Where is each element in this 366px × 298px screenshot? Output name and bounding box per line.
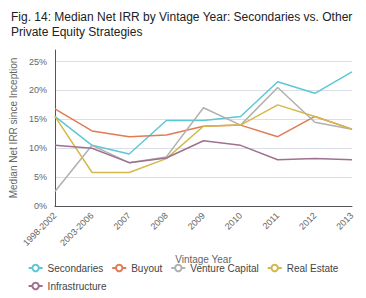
svg-text:Venture Capital: Venture Capital: [190, 263, 258, 274]
svg-text:Infrastructure: Infrastructure: [48, 281, 107, 292]
svg-text:2010: 2010: [223, 210, 244, 231]
svg-text:2012: 2012: [297, 210, 318, 231]
svg-text:20%: 20%: [29, 85, 47, 95]
svg-text:2007: 2007: [112, 210, 133, 231]
svg-text:1998-2002: 1998-2002: [21, 210, 58, 247]
svg-text:Private Equity Strategies: Private Equity Strategies: [11, 25, 142, 39]
svg-text:Secondaries: Secondaries: [48, 263, 104, 274]
svg-text:2009: 2009: [186, 210, 207, 231]
svg-text:Real Estate: Real Estate: [287, 263, 339, 274]
svg-text:2011: 2011: [261, 210, 282, 231]
svg-text:Median Net IRR since Inception: Median Net IRR since Inception: [8, 58, 19, 199]
svg-text:15%: 15%: [29, 114, 47, 124]
svg-text:5%: 5%: [34, 172, 47, 182]
svg-text:Fig. 14: Median Net IRR by Vin: Fig. 14: Median Net IRR by Vintage Year:…: [11, 10, 356, 24]
svg-text:Buyout: Buyout: [131, 263, 162, 274]
svg-text:0%: 0%: [34, 201, 47, 211]
svg-text:2003-2006: 2003-2006: [58, 210, 95, 247]
svg-text:Vintage Year: Vintage Year: [175, 254, 232, 266]
svg-text:10%: 10%: [29, 143, 47, 153]
svg-text:25%: 25%: [29, 57, 47, 67]
svg-text:2013: 2013: [334, 210, 355, 231]
svg-text:2008: 2008: [149, 210, 170, 231]
